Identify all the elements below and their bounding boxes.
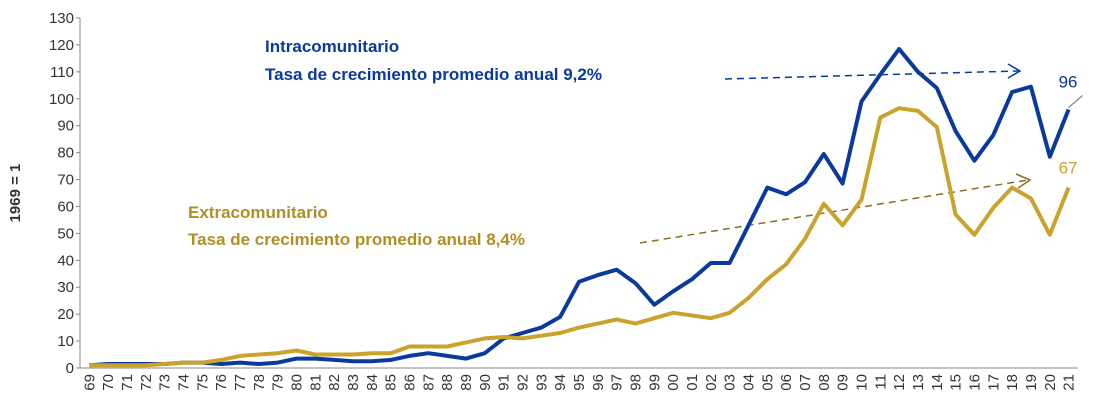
x-tick-label: 16 bbox=[966, 374, 983, 391]
y-tick-label: 90 bbox=[57, 118, 74, 135]
y-tick-label: 110 bbox=[50, 64, 74, 81]
x-tick-label: 73 bbox=[157, 374, 174, 391]
y-tick-label: 100 bbox=[49, 91, 74, 108]
trend-arrow bbox=[724, 70, 1019, 80]
x-tick-label: 69 bbox=[81, 374, 98, 391]
end-value-label: 67 bbox=[1059, 159, 1078, 178]
x-tick-label: 96 bbox=[590, 374, 607, 391]
x-tick-label: 86 bbox=[402, 374, 419, 391]
y-tick-label: 40 bbox=[57, 252, 74, 269]
x-tick-label: 20 bbox=[1042, 374, 1059, 391]
x-tick-label: 90 bbox=[477, 374, 494, 391]
y-tick-label: 60 bbox=[57, 198, 74, 215]
x-tick-label: 19 bbox=[1023, 374, 1040, 391]
x-tick-label: 15 bbox=[948, 374, 965, 391]
x-tick-label: 82 bbox=[326, 374, 343, 391]
x-tick-label: 13 bbox=[910, 374, 927, 391]
x-tick-label: 97 bbox=[609, 374, 626, 391]
series-line bbox=[89, 106, 1071, 368]
x-tick-label: 87 bbox=[420, 374, 437, 391]
x-tick-label: 81 bbox=[307, 374, 324, 391]
x-tick-label: 18 bbox=[1004, 374, 1021, 391]
x-tick-label: 01 bbox=[684, 374, 701, 391]
x-tick-label: 84 bbox=[364, 374, 381, 391]
series-line bbox=[89, 47, 1071, 368]
label-leader bbox=[1068, 95, 1083, 108]
annotation: Tasa de crecimiento promedio anual 8,4% bbox=[188, 230, 525, 249]
x-tick-label: 83 bbox=[345, 374, 362, 391]
x-tick-label: 98 bbox=[627, 374, 644, 391]
x-tick-label: 76 bbox=[213, 374, 230, 391]
x-tick-label: 03 bbox=[722, 374, 739, 391]
y-tick-label: 30 bbox=[57, 279, 74, 296]
x-tick-label: 70 bbox=[100, 374, 117, 391]
y-tick-label: 70 bbox=[57, 172, 74, 189]
y-tick-label: 20 bbox=[57, 306, 74, 323]
y-tick-label: 130 bbox=[49, 10, 74, 27]
x-tick-label: 80 bbox=[289, 374, 306, 391]
x-tick-label: 07 bbox=[797, 374, 814, 391]
x-tick-label: 12 bbox=[891, 374, 908, 391]
y-tick-label: 10 bbox=[57, 333, 74, 350]
end-value-label: 96 bbox=[1059, 73, 1078, 92]
annotation-title: Extracomunitario bbox=[188, 203, 328, 222]
arrow-head bbox=[1015, 173, 1032, 189]
y-tick-label: 80 bbox=[57, 145, 74, 162]
trend-arrow bbox=[639, 179, 1029, 244]
x-tick-label: 11 bbox=[872, 374, 889, 390]
x-tick-label: 75 bbox=[194, 374, 211, 391]
x-tick-label: 09 bbox=[835, 374, 852, 391]
x-tick-label: 77 bbox=[232, 374, 249, 391]
x-tick-label: 91 bbox=[496, 374, 513, 391]
x-tick-label: 79 bbox=[270, 374, 287, 391]
x-tick-label: 89 bbox=[458, 374, 475, 391]
y-axis-label: 1969 = 1 bbox=[7, 164, 24, 223]
x-tick-label: 72 bbox=[138, 374, 155, 391]
x-tick-label: 08 bbox=[816, 374, 833, 391]
x-tick-label: 78 bbox=[251, 374, 268, 391]
y-tick-label: 0 bbox=[66, 360, 74, 377]
x-tick-label: 10 bbox=[853, 374, 870, 391]
x-tick-label: 94 bbox=[552, 374, 569, 391]
x-tick-label: 06 bbox=[778, 374, 795, 391]
y-tick-label: 50 bbox=[57, 225, 74, 242]
x-tick-label: 95 bbox=[571, 374, 588, 391]
x-tick-label: 02 bbox=[703, 374, 720, 391]
x-tick-label: 00 bbox=[665, 374, 682, 391]
arrow-head bbox=[1007, 63, 1022, 79]
annotation: Tasa de crecimiento promedio anual 9,2% bbox=[265, 65, 602, 84]
x-tick-label: 99 bbox=[646, 374, 663, 391]
x-tick-label: 17 bbox=[985, 374, 1002, 391]
x-tick-label: 14 bbox=[929, 374, 946, 391]
x-tick-label: 04 bbox=[740, 374, 757, 391]
annotation-title: Intracomunitario bbox=[265, 37, 399, 56]
x-tick-label: 74 bbox=[176, 374, 193, 391]
x-tick-label: 85 bbox=[383, 374, 400, 391]
x-tick-label: 71 bbox=[119, 374, 136, 391]
x-tick-label: 21 bbox=[1061, 374, 1078, 391]
x-tick-label: 92 bbox=[515, 374, 532, 391]
x-tick-label: 93 bbox=[533, 374, 550, 391]
y-tick-label: 120 bbox=[49, 37, 74, 54]
x-tick-label: 05 bbox=[759, 374, 776, 391]
x-tick-label: 88 bbox=[439, 374, 456, 391]
